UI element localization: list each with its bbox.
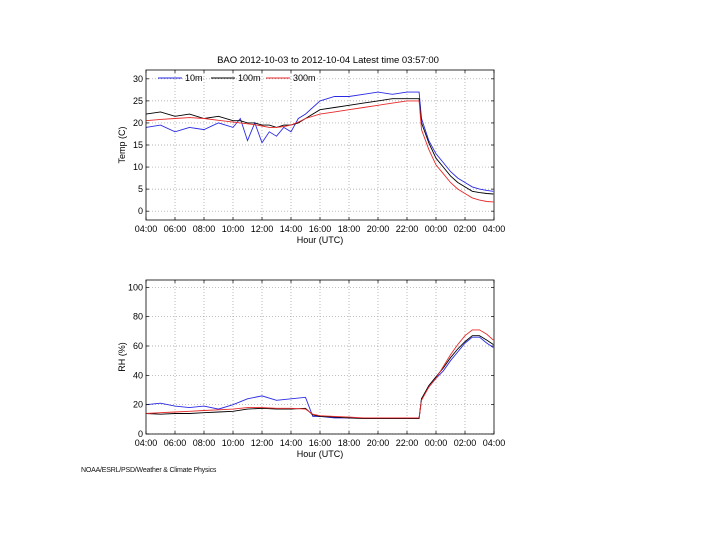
- x-axis-label: Hour (UTC): [297, 449, 344, 459]
- x-tick-label: 04:00: [483, 224, 506, 234]
- x-tick-label: 06:00: [164, 438, 187, 448]
- chart-panel-1: 04:00 06:00 08:00 10:00 12:00 14:00 16:00 18:00…: [117, 55, 505, 245]
- x-tick-label: 10:00: [222, 438, 245, 448]
- x-tick-label: 02:00: [454, 438, 477, 448]
- x-tick-label: 16:00: [309, 438, 332, 448]
- y-tick-label: 20: [133, 400, 143, 410]
- y-tick-label: 100: [128, 282, 143, 292]
- x-tick-label: 22:00: [396, 438, 419, 448]
- y-tick-label: 40: [133, 370, 143, 380]
- y-tick-label: 0: [138, 429, 143, 439]
- legend: 10m 100m 300m: [158, 73, 316, 83]
- x-tick-label: 02:00: [454, 224, 477, 234]
- legend-label-100m: 100m: [238, 73, 261, 83]
- legend-label-300m: 300m: [293, 73, 316, 83]
- y-tick-label: 10: [133, 162, 143, 172]
- y-axis-label: Temp (C): [117, 126, 127, 163]
- y-tick-label: 0: [138, 206, 143, 216]
- y-tick-label: 80: [133, 312, 143, 322]
- x-tick-label: 04:00: [483, 438, 506, 448]
- x-tick-label: 22:00: [396, 224, 419, 234]
- grid-lines: [146, 70, 494, 220]
- x-tick-label: 12:00: [251, 438, 274, 448]
- x-tick-label: 08:00: [193, 224, 216, 234]
- x-tick-label: 06:00: [164, 224, 187, 234]
- x-tick-label: 08:00: [193, 438, 216, 448]
- series-line-300m: [145, 100, 494, 203]
- x-tick-label: 04:00: [135, 224, 158, 234]
- x-tick-label: 18:00: [338, 438, 361, 448]
- legend-label-10m: 10m: [185, 73, 203, 83]
- x-tick-label: 00:00: [425, 224, 448, 234]
- x-tick-label: 14:00: [280, 224, 303, 234]
- x-tick-label: 00:00: [425, 438, 448, 448]
- x-tick-label: 14:00: [280, 438, 303, 448]
- x-tick-label: 20:00: [367, 224, 390, 234]
- x-tick-label: 18:00: [338, 224, 361, 234]
- chart-title: BAO 2012-10-03 to 2012-10-04 Latest time…: [217, 55, 439, 66]
- y-tick-label: 60: [133, 341, 143, 351]
- y-tick-label: 25: [133, 96, 143, 106]
- y-axis-label: RH (%): [117, 342, 127, 372]
- series-line-300m: [145, 329, 494, 419]
- x-tick-label: 20:00: [367, 438, 390, 448]
- chart-panel-2: 04:00 06:00 08:00 10:00 12:00 14:00 16:00 18:00…: [117, 279, 506, 459]
- x-axis-label: Hour (UTC): [297, 235, 344, 245]
- series-line-100m: [145, 335, 494, 420]
- footer-credit: NOAA/ESRL/PSD/Weather & Climate Physics: [81, 467, 217, 474]
- x-tick-label: 12:00: [251, 224, 274, 234]
- y-tick-label: 15: [133, 140, 143, 150]
- y-tick-label: 5: [138, 184, 143, 194]
- y-tick-label: 20: [133, 118, 143, 128]
- x-tick-label: 10:00: [222, 224, 245, 234]
- series-line-100m: [145, 98, 494, 195]
- x-tick-label: 16:00: [309, 224, 332, 234]
- series-line-10m: [145, 91, 494, 192]
- x-tick-label: 04:00: [135, 438, 158, 448]
- y-tick-label: 30: [133, 74, 143, 84]
